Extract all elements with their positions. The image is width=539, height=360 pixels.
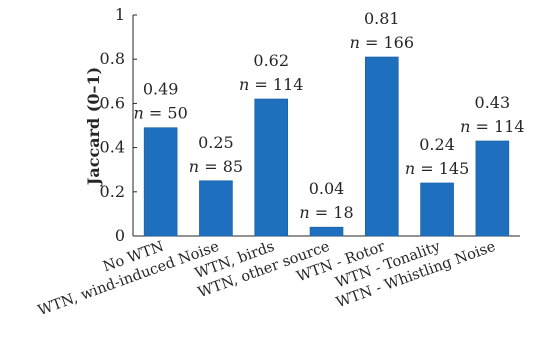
n-label: n = 166 — [350, 33, 414, 52]
data-label: 0.24 — [419, 135, 455, 154]
n-label: n = 50 — [134, 104, 188, 123]
data-label: 0.04 — [309, 179, 345, 198]
bar — [199, 180, 233, 237]
n-label: n = 145 — [405, 159, 469, 178]
y-tick-label: 0.4 — [100, 138, 125, 157]
y-tick-label: 0 — [115, 226, 125, 245]
bar — [420, 182, 454, 237]
data-label: 0.49 — [143, 80, 179, 99]
y-tick-label: 0.2 — [100, 182, 125, 201]
n-label: n = 114 — [460, 117, 524, 136]
y-tick-label: 1 — [115, 5, 125, 24]
y-axis-label: Jaccard (0–1) — [84, 67, 103, 187]
data-label: 0.81 — [364, 9, 400, 28]
data-label: 0.62 — [253, 51, 289, 70]
data-label: 0.43 — [475, 93, 511, 112]
bar — [309, 226, 344, 237]
n-label: n = 18 — [299, 203, 353, 222]
bar — [364, 56, 399, 237]
y-tick-label: 0.6 — [100, 93, 125, 112]
bar — [143, 127, 178, 237]
data-label: 0.25 — [198, 133, 234, 152]
n-label: n = 85 — [189, 157, 243, 176]
n-label: n = 114 — [239, 75, 303, 94]
y-tick-label: 0.8 — [100, 49, 125, 68]
bar — [254, 98, 289, 237]
bar — [475, 140, 510, 237]
